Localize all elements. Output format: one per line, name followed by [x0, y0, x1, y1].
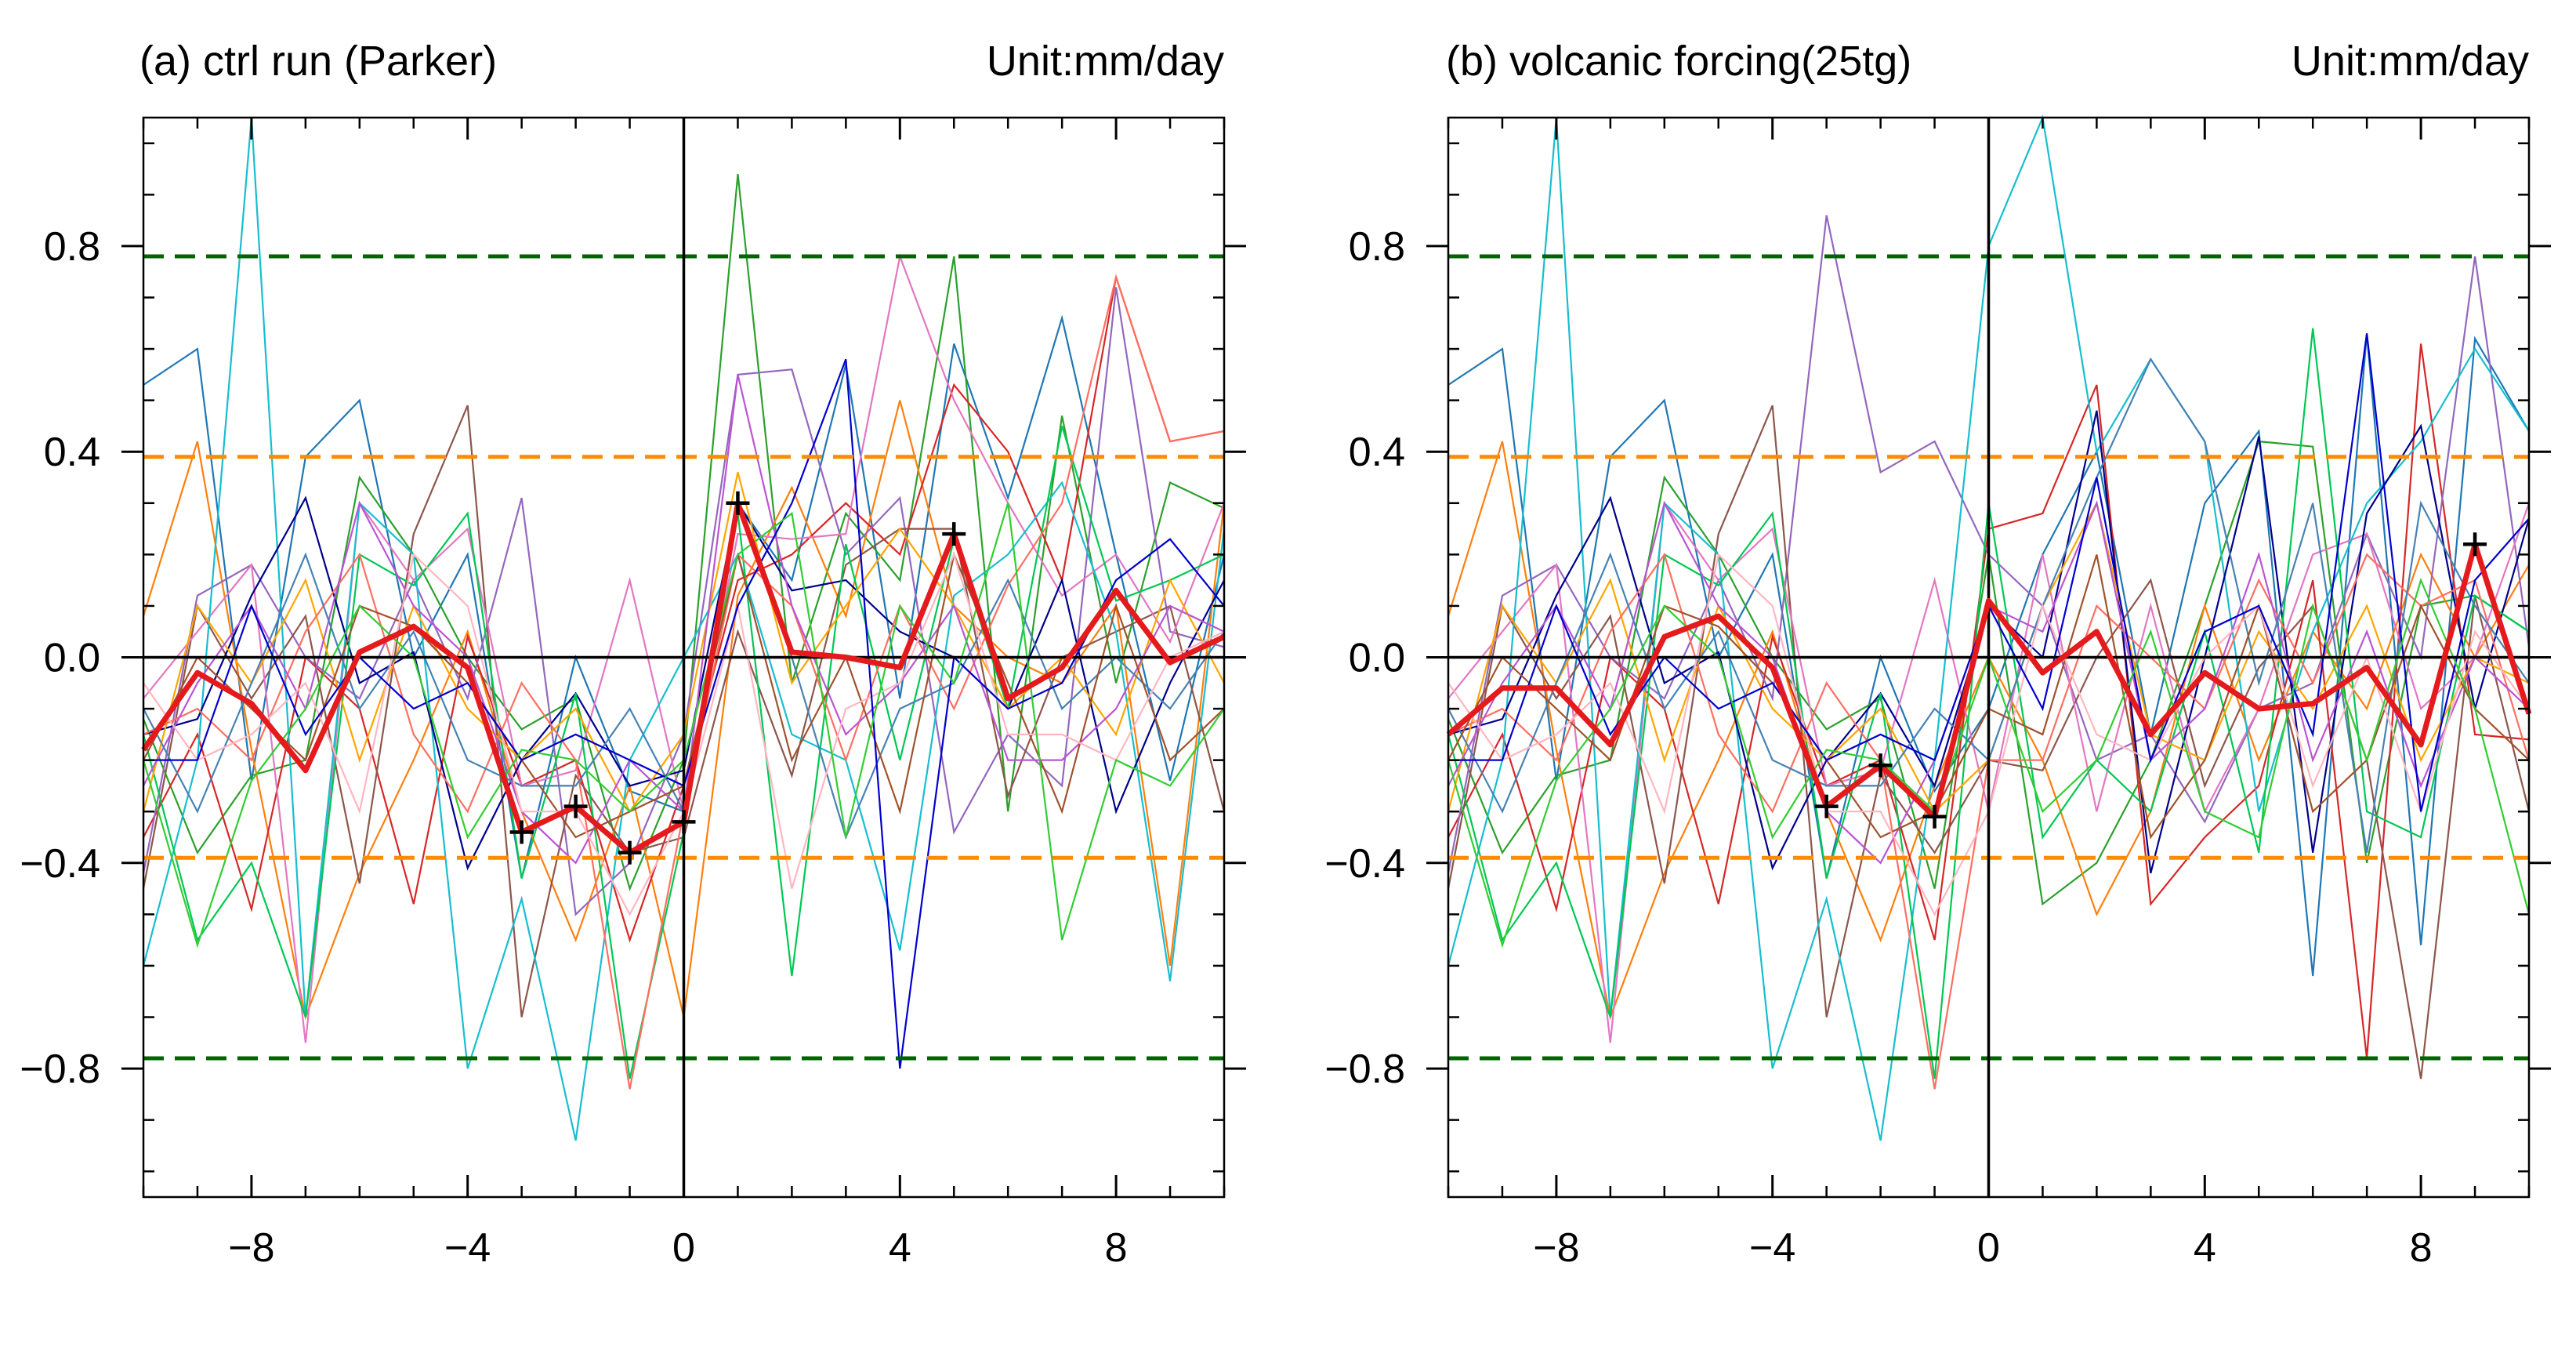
panel-a: (a) ctrl run (Parker) Unit:mm/day −8 −4 0 4… — [20, 38, 1246, 1271]
panel-b-significance-marker-x-3 — [1814, 794, 1839, 818]
panel-b-x-tick-label: 8 — [2410, 1225, 2433, 1271]
panel-b-x-tick-label: −4 — [1749, 1225, 1795, 1271]
panel-a-y-tick-label: 0.0 — [44, 636, 100, 681]
panel-b-y-tick-label: 0.8 — [1349, 224, 1405, 270]
panel-b-y-tick-label: 0.0 — [1349, 636, 1405, 681]
panel-b-unit-label: Unit:mm/day — [2292, 38, 2529, 85]
panel-a-significance-marker-x1 — [726, 491, 750, 515]
panel-b-y-tick-label: −0.4 — [1324, 841, 1405, 887]
panel-b-x-tick-label: 4 — [2194, 1225, 2216, 1271]
panel-a-x-tick-label: −4 — [444, 1225, 491, 1271]
panel-a-y-tick-label: −0.8 — [20, 1047, 100, 1092]
panel-a-x-tick-label: 0 — [672, 1225, 695, 1271]
panel-a-significance-marker-x0 — [672, 810, 696, 834]
panel-a-x-tick-label: 8 — [1105, 1225, 1128, 1271]
panel-b-significance-marker-x-1 — [1922, 804, 1947, 829]
panel-a-significance-marker-x-1 — [618, 840, 642, 865]
panel-b-significance-marker-x-2 — [1868, 753, 1893, 778]
panel-a-significance-marker-x-3 — [509, 820, 534, 844]
panel-a-x-tick-label: −8 — [228, 1225, 274, 1271]
panel-b-x-tick-label: 0 — [1977, 1225, 2000, 1271]
panel-a-title: (a) ctrl run (Parker) — [139, 38, 497, 85]
panel-b-x-tick-label: −8 — [1533, 1225, 1579, 1271]
panel-a-x-tick-label: 4 — [889, 1225, 911, 1271]
panel-a-significance-marker-x-2 — [563, 794, 588, 818]
panel-a-significance-marker-x5 — [942, 522, 966, 546]
panel-b-significance-marker-x9 — [2463, 532, 2487, 557]
panel-b-y-tick-label: 0.4 — [1349, 430, 1405, 475]
panel-b-title: (b) volcanic forcing(25tg) — [1446, 38, 1911, 85]
panel-a-y-tick-label: 0.8 — [44, 224, 100, 270]
panel-a-unit-label: Unit:mm/day — [987, 38, 1224, 85]
panel-b-composite-line — [1446, 541, 2532, 820]
panel-a-y-tick-label: −0.4 — [20, 841, 100, 887]
panel-b: (b) volcanic forcing(25tg) Unit:mm/day −… — [1324, 38, 2551, 1271]
panel-a-y-tick-label: 0.4 — [44, 430, 100, 475]
panel-b-y-tick-label: −0.8 — [1324, 1047, 1405, 1092]
